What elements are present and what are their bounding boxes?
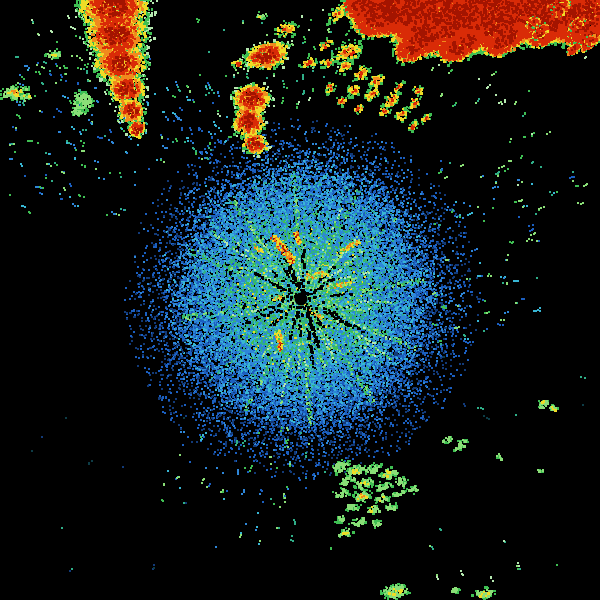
radar-display (0, 0, 600, 600)
radar-reflectivity-canvas (0, 0, 600, 600)
